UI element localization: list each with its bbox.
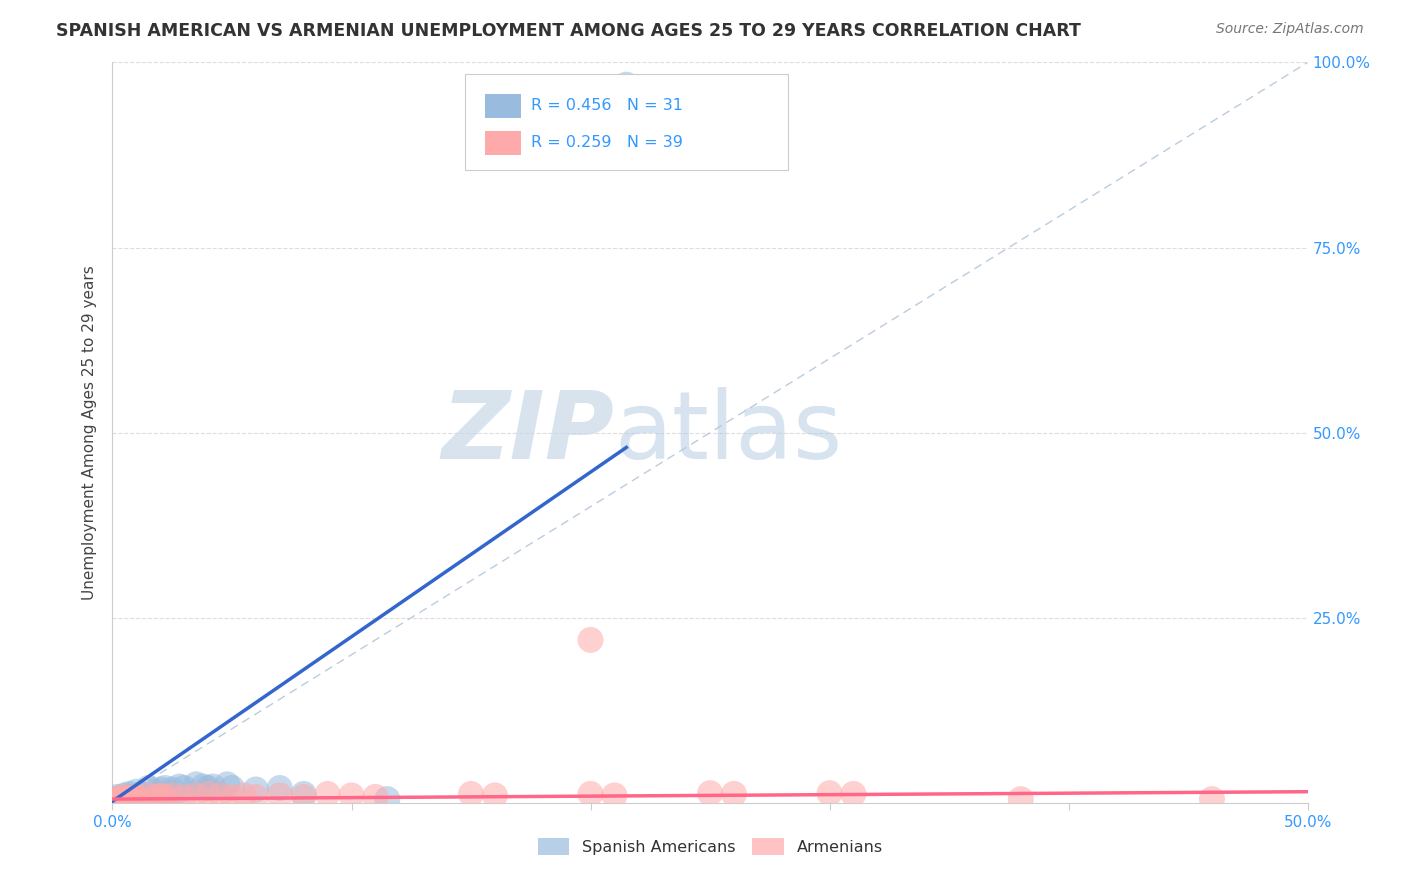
Armenians	[460, 787, 482, 801]
Spanish Americans	[616, 78, 638, 92]
Armenians	[104, 792, 127, 806]
Text: R = 0.259   N = 39: R = 0.259 N = 39	[531, 135, 683, 150]
Armenians	[340, 789, 363, 803]
Spanish Americans	[201, 780, 224, 794]
Armenians	[149, 789, 172, 803]
Text: SPANISH AMERICAN VS ARMENIAN UNEMPLOYMENT AMONG AGES 25 TO 29 YEARS CORRELATION : SPANISH AMERICAN VS ARMENIAN UNEMPLOYMEN…	[56, 22, 1081, 40]
Text: R = 0.456   N = 31: R = 0.456 N = 31	[531, 98, 683, 113]
Armenians	[111, 792, 134, 806]
Armenians	[209, 789, 232, 803]
Armenians	[121, 790, 143, 805]
Spanish Americans	[122, 792, 145, 806]
Armenians	[122, 792, 145, 806]
Spanish Americans	[186, 777, 208, 791]
Spanish Americans	[125, 785, 148, 799]
Armenians	[603, 789, 626, 803]
Text: atlas: atlas	[614, 386, 842, 479]
Spanish Americans	[118, 787, 141, 801]
Spanish Americans	[111, 794, 134, 808]
Armenians	[818, 786, 841, 800]
Armenians	[125, 789, 148, 804]
Spanish Americans	[104, 792, 127, 806]
Spanish Americans	[162, 782, 183, 797]
Armenians	[118, 791, 141, 805]
Armenians	[579, 632, 602, 647]
Armenians	[1201, 792, 1223, 806]
Armenians	[162, 789, 183, 803]
Armenians	[145, 789, 167, 804]
Armenians	[579, 787, 602, 801]
Spanish Americans	[193, 780, 215, 794]
Spanish Americans	[153, 780, 176, 795]
Text: Source: ZipAtlas.com: Source: ZipAtlas.com	[1216, 22, 1364, 37]
Armenians	[105, 793, 128, 807]
Spanish Americans	[108, 792, 131, 806]
Spanish Americans	[129, 787, 152, 801]
Armenians	[114, 789, 135, 804]
Armenians	[221, 789, 243, 804]
Spanish Americans	[197, 780, 219, 795]
Spanish Americans	[114, 789, 135, 803]
Armenians	[1010, 792, 1032, 806]
Spanish Americans	[138, 780, 160, 795]
Armenians	[364, 789, 387, 804]
Spanish Americans	[269, 780, 291, 795]
Text: ZIP: ZIP	[441, 386, 614, 479]
Armenians	[484, 789, 506, 803]
Armenians	[138, 789, 160, 803]
Armenians	[153, 789, 176, 804]
Spanish Americans	[217, 777, 239, 791]
Armenians	[699, 786, 721, 800]
Armenians	[128, 792, 150, 806]
Spanish Americans	[377, 792, 399, 806]
Y-axis label: Unemployment Among Ages 25 to 29 years: Unemployment Among Ages 25 to 29 years	[82, 265, 97, 600]
Bar	[485, 95, 522, 118]
Armenians	[115, 793, 138, 807]
Armenians	[723, 787, 745, 801]
Armenians	[292, 789, 315, 804]
Armenians	[316, 787, 339, 801]
FancyBboxPatch shape	[465, 73, 787, 169]
Spanish Americans	[169, 780, 191, 794]
Legend: Spanish Americans, Armenians: Spanish Americans, Armenians	[531, 832, 889, 862]
Bar	[485, 131, 522, 155]
Armenians	[186, 789, 208, 803]
Armenians	[233, 789, 256, 803]
Spanish Americans	[162, 792, 183, 806]
Spanish Americans	[292, 787, 315, 801]
Spanish Americans	[145, 785, 167, 799]
Armenians	[173, 789, 195, 804]
Spanish Americans	[121, 789, 143, 804]
Armenians	[108, 791, 131, 805]
Spanish Americans	[105, 789, 128, 804]
Spanish Americans	[149, 782, 172, 797]
Spanish Americans	[245, 782, 267, 797]
Armenians	[269, 789, 291, 803]
Spanish Americans	[129, 792, 152, 806]
Spanish Americans	[115, 790, 138, 805]
Armenians	[842, 787, 865, 801]
Armenians	[245, 789, 267, 804]
Spanish Americans	[173, 780, 195, 795]
Armenians	[197, 787, 219, 801]
Spanish Americans	[221, 780, 243, 795]
